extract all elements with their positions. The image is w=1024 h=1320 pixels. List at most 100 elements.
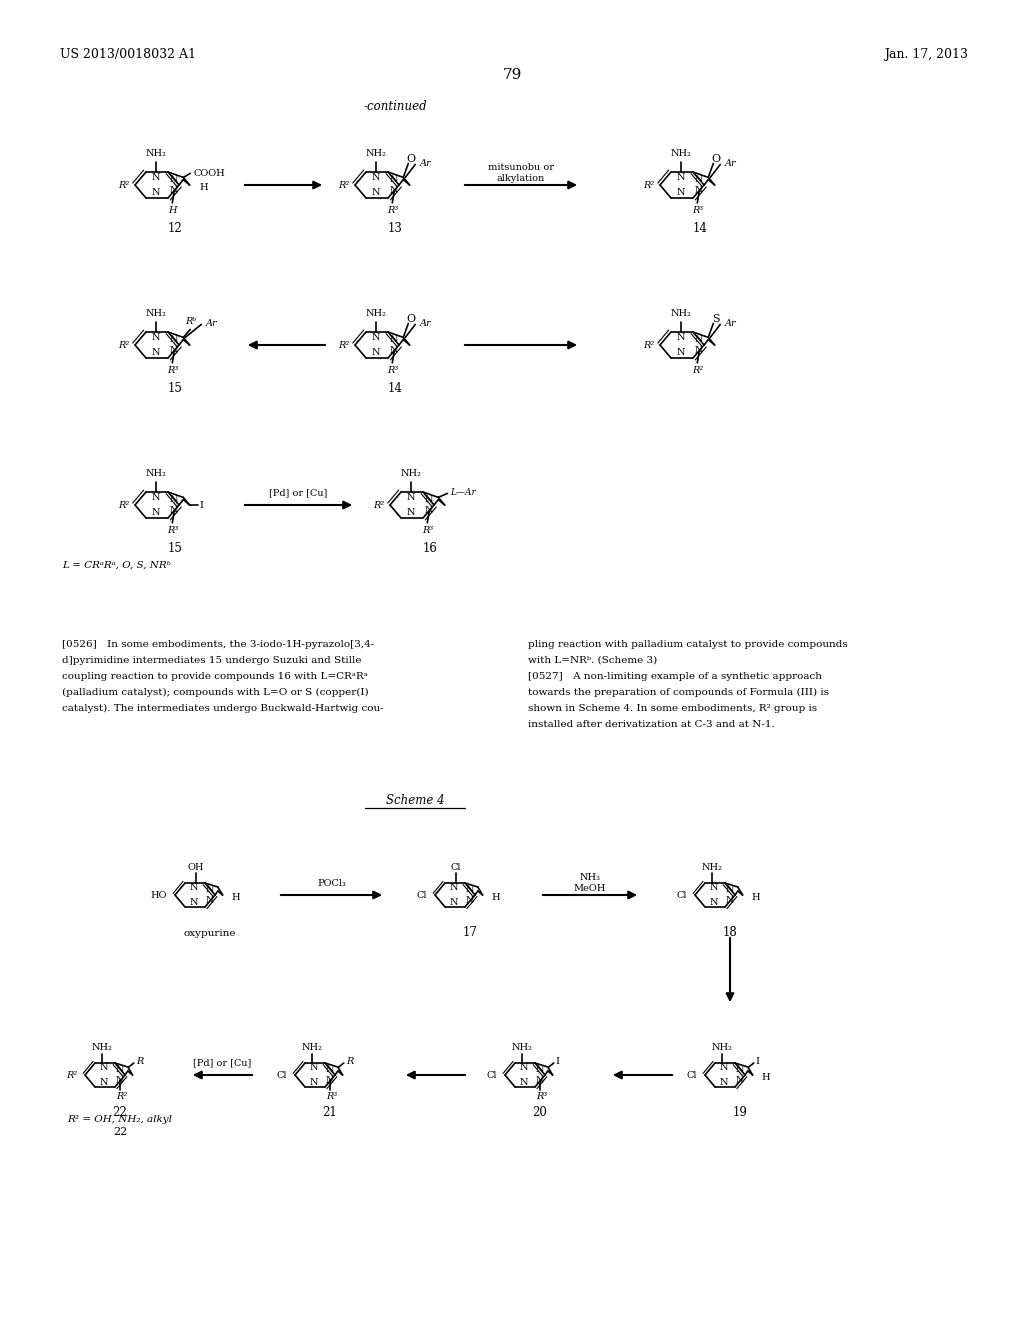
Text: Cl: Cl bbox=[451, 862, 461, 871]
Text: N: N bbox=[450, 883, 459, 892]
Text: N: N bbox=[677, 333, 685, 342]
Text: pling reaction with palladium catalyst to provide compounds: pling reaction with palladium catalyst t… bbox=[528, 640, 848, 649]
Text: N: N bbox=[677, 348, 685, 358]
Text: 21: 21 bbox=[323, 1106, 337, 1118]
Text: R²: R² bbox=[118, 500, 129, 510]
Text: N: N bbox=[309, 1077, 318, 1086]
Text: towards the preparation of compounds of Formula (III) is: towards the preparation of compounds of … bbox=[528, 688, 829, 697]
Text: N: N bbox=[695, 186, 703, 195]
Text: N: N bbox=[735, 1076, 744, 1085]
Text: -continued: -continued bbox=[364, 99, 427, 112]
Text: L—Ar: L—Ar bbox=[451, 488, 476, 496]
Text: N: N bbox=[735, 1065, 744, 1074]
Text: NH₂: NH₂ bbox=[712, 1044, 732, 1052]
Text: O: O bbox=[712, 154, 721, 165]
Text: NH₂: NH₂ bbox=[671, 309, 691, 318]
Text: oxypurine: oxypurine bbox=[183, 928, 237, 937]
Text: N: N bbox=[372, 348, 380, 358]
Text: N: N bbox=[372, 173, 380, 182]
Text: N: N bbox=[326, 1076, 334, 1085]
Text: N: N bbox=[520, 1064, 528, 1072]
Text: N: N bbox=[726, 896, 734, 906]
Text: N: N bbox=[390, 174, 398, 183]
Text: POCl₃: POCl₃ bbox=[317, 879, 346, 887]
Text: N: N bbox=[425, 495, 433, 504]
Text: N: N bbox=[677, 189, 685, 197]
Text: H: H bbox=[492, 892, 501, 902]
Text: Cl: Cl bbox=[486, 1071, 497, 1080]
Text: N: N bbox=[407, 492, 415, 502]
Text: N: N bbox=[695, 346, 703, 355]
Text: R²: R² bbox=[66, 1071, 77, 1080]
Text: I: I bbox=[756, 1056, 760, 1065]
Text: N: N bbox=[520, 1077, 528, 1086]
Text: 13: 13 bbox=[387, 222, 402, 235]
Text: N: N bbox=[152, 189, 160, 197]
Text: NH₂: NH₂ bbox=[512, 1044, 532, 1052]
Text: N: N bbox=[372, 333, 380, 342]
Text: NH₂: NH₂ bbox=[145, 149, 166, 158]
Text: I: I bbox=[556, 1056, 560, 1065]
Text: R²: R² bbox=[643, 181, 654, 190]
Text: R: R bbox=[136, 1056, 143, 1065]
Text: N: N bbox=[372, 189, 380, 197]
Text: N: N bbox=[170, 346, 178, 355]
Text: N: N bbox=[710, 883, 718, 892]
Text: 18: 18 bbox=[723, 927, 737, 940]
Text: mitsunobu or
alkylation: mitsunobu or alkylation bbox=[488, 164, 554, 182]
Text: N: N bbox=[720, 1064, 728, 1072]
Text: N: N bbox=[536, 1076, 544, 1085]
Text: N: N bbox=[206, 896, 214, 906]
Text: N: N bbox=[677, 173, 685, 182]
Text: L = CRᵃRᵃ, O, S, NRᵇ: L = CRᵃRᵃ, O, S, NRᵇ bbox=[62, 561, 171, 569]
Text: N: N bbox=[720, 1077, 728, 1086]
Text: H: H bbox=[231, 892, 241, 902]
Text: NH₃
MeOH: NH₃ MeOH bbox=[573, 874, 606, 892]
Text: NH₂: NH₂ bbox=[366, 309, 386, 318]
Text: R³: R³ bbox=[387, 206, 398, 215]
Text: N: N bbox=[407, 508, 415, 517]
Text: HO: HO bbox=[151, 891, 167, 899]
Text: NH₂: NH₂ bbox=[145, 470, 166, 479]
Text: Cl: Cl bbox=[686, 1071, 697, 1080]
Text: N: N bbox=[152, 333, 160, 342]
Text: N: N bbox=[695, 335, 703, 343]
Text: R²: R² bbox=[643, 341, 654, 350]
Text: Cl: Cl bbox=[417, 891, 427, 899]
Text: H: H bbox=[200, 182, 208, 191]
Text: 12: 12 bbox=[168, 222, 182, 235]
Text: NH₂: NH₂ bbox=[145, 309, 166, 318]
Text: R²: R² bbox=[116, 1092, 127, 1101]
Text: Ar: Ar bbox=[724, 319, 736, 327]
Text: N: N bbox=[466, 886, 474, 894]
Text: Ar: Ar bbox=[205, 319, 217, 327]
Text: shown in Scheme 4. In some embodiments, R² group is: shown in Scheme 4. In some embodiments, … bbox=[528, 704, 817, 713]
Text: R²: R² bbox=[118, 181, 129, 190]
Text: COOH: COOH bbox=[194, 169, 225, 178]
Text: N: N bbox=[189, 883, 199, 892]
Text: N: N bbox=[116, 1076, 124, 1085]
Text: coupling reaction to provide compounds 16 with L=CRᵃRᵃ: coupling reaction to provide compounds 1… bbox=[62, 672, 368, 681]
Text: O: O bbox=[407, 154, 416, 165]
Text: N: N bbox=[170, 495, 178, 504]
Text: N: N bbox=[152, 348, 160, 358]
Text: N: N bbox=[170, 507, 178, 515]
Text: R²: R² bbox=[338, 181, 349, 190]
Text: N: N bbox=[390, 346, 398, 355]
Text: Ar: Ar bbox=[724, 158, 736, 168]
Text: H: H bbox=[752, 892, 760, 902]
Text: 22: 22 bbox=[113, 1106, 127, 1118]
Text: OH: OH bbox=[187, 862, 204, 871]
Text: N: N bbox=[170, 174, 178, 183]
Text: (palladium catalyst); compounds with L=O or S (copper(I): (palladium catalyst); compounds with L=O… bbox=[62, 688, 369, 697]
Text: catalyst). The intermediates undergo Buckwald-Hartwig cou-: catalyst). The intermediates undergo Buc… bbox=[62, 704, 384, 713]
Text: S: S bbox=[713, 314, 720, 325]
Text: Scheme 4: Scheme 4 bbox=[386, 793, 444, 807]
Text: N: N bbox=[710, 898, 718, 907]
Text: N: N bbox=[170, 335, 178, 343]
Text: N: N bbox=[206, 886, 214, 894]
Text: H: H bbox=[762, 1072, 770, 1081]
Text: N: N bbox=[326, 1065, 334, 1074]
Text: NH₂: NH₂ bbox=[366, 149, 386, 158]
Text: N: N bbox=[99, 1064, 109, 1072]
